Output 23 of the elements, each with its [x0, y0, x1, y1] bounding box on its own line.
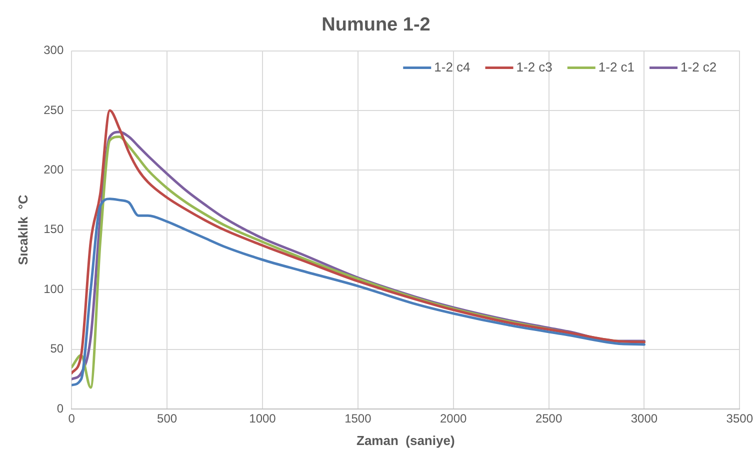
y-axis-title: Sıcaklık °C	[15, 194, 30, 266]
legend-label: 1-2 c3	[516, 59, 552, 74]
x-tick-label: 1000	[249, 412, 276, 426]
y-tick-label: 50	[50, 342, 64, 356]
x-tick-label: 0	[68, 412, 76, 426]
x-axis-title: Zaman (saniye)	[356, 432, 455, 448]
x-tick-label: 2000	[440, 412, 468, 426]
y-tick-label: 300	[44, 43, 64, 58]
x-tick-label: 3500	[726, 412, 754, 426]
chart-title: Numune 1-2	[322, 14, 430, 36]
line-series	[72, 198, 646, 386]
y-tick-label: 250	[44, 102, 64, 117]
legend-label: 1-2 c4	[434, 59, 470, 74]
y-tick-label: 0	[56, 401, 64, 416]
y-tick-label: 200	[44, 162, 64, 177]
legend-label: 1-2 c2	[680, 59, 717, 74]
legend-label: 1-2 c1	[598, 59, 635, 74]
y-tick-label: 150	[44, 222, 64, 236]
x-tick-label: 2500	[535, 412, 562, 426]
x-tick-label: 500	[157, 412, 178, 426]
x-tick-label: 1500	[344, 412, 372, 426]
y-tick-label: 100	[44, 282, 64, 296]
x-tick-label: 3000	[630, 412, 658, 426]
